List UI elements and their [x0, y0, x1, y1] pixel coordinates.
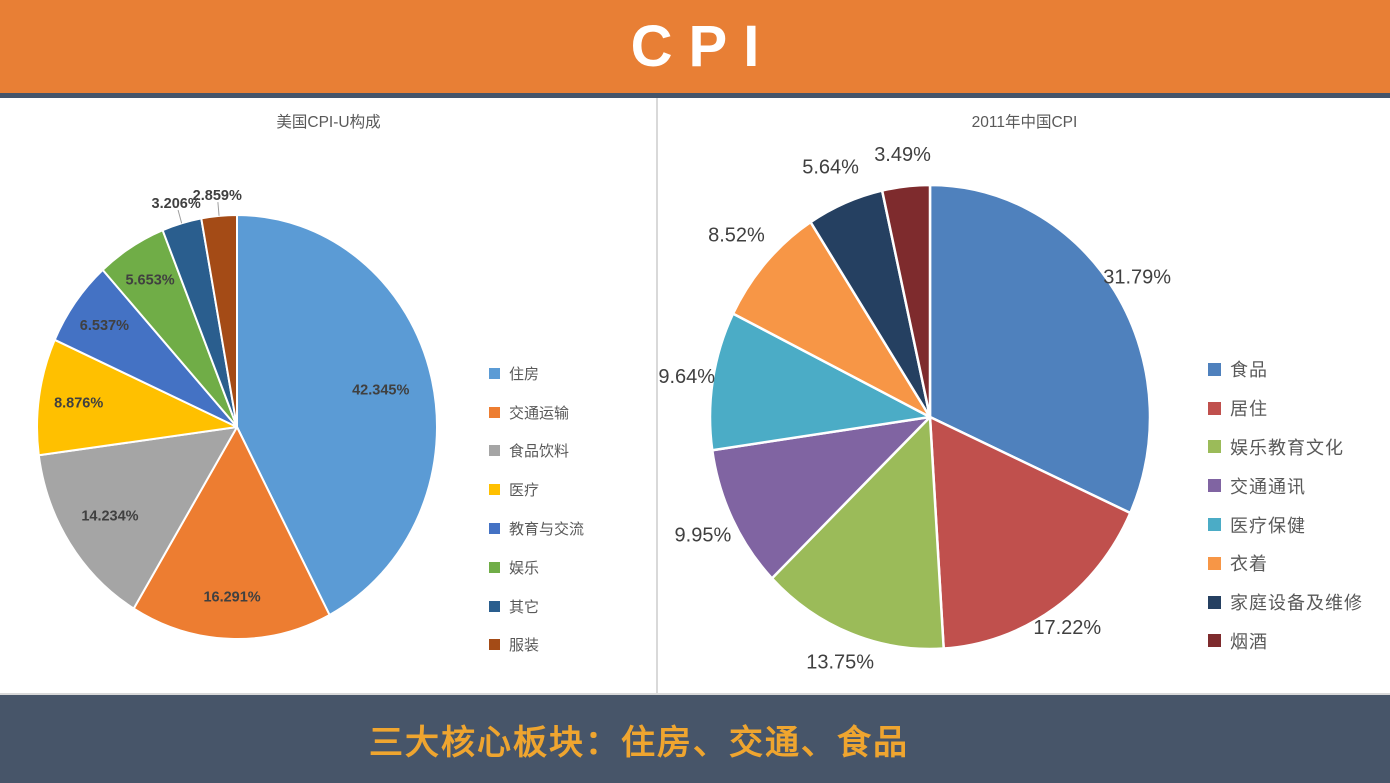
pie-data-label: 2.859% [193, 188, 242, 204]
legend-label: 服装 [509, 637, 540, 655]
footer-text: 三大核心板块：住房、交通、食品 [369, 724, 909, 762]
charts-area: 美国CPI-U构成 42.345% 16.291% 14.234% 8.876% 6.5… [0, 98, 1390, 693]
pie-data-label: 3.49% [874, 144, 931, 166]
legend-item: 食品 [1208, 350, 1363, 389]
legend-item: 交通运输 [489, 393, 584, 432]
legend-color-swatch [489, 367, 500, 379]
legend-color-swatch [489, 406, 500, 418]
legend-label: 烟酒 [1230, 631, 1268, 652]
legend-label: 教育与交流 [509, 521, 585, 539]
legend-item: 娱乐教育文化 [1208, 428, 1363, 467]
legend-item: 娱乐 [489, 548, 584, 587]
legend-label: 医疗保健 [1230, 515, 1306, 536]
legend-color-swatch [489, 639, 500, 651]
legend-item: 交通通讯 [1208, 466, 1363, 505]
pie-data-label: 17.22% [1033, 617, 1101, 639]
pie-slice [928, 183, 1152, 515]
pie-slice [236, 214, 438, 616]
pie-data-label: 14.234% [81, 509, 138, 525]
legend-item: 住房 [489, 354, 584, 393]
legend-color-swatch [489, 445, 500, 457]
pie-slice [708, 312, 932, 452]
label-leader-line [177, 209, 183, 224]
pie-data-label: 6.537% [80, 318, 129, 334]
legend-color-swatch [1208, 401, 1221, 415]
legend-color-swatch [1208, 479, 1221, 493]
legend-item: 衣着 [1208, 544, 1363, 583]
legend-label: 衣着 [1230, 554, 1268, 575]
page-title: CPI [630, 13, 776, 79]
pie-slice [770, 415, 945, 651]
pie-slice [928, 415, 1132, 650]
pie-data-label: 8.876% [54, 396, 103, 412]
panel-divider [656, 98, 658, 693]
legend-color-swatch [1208, 556, 1221, 570]
legend-color-swatch [489, 600, 500, 612]
legend-label: 居住 [1230, 399, 1268, 420]
us-cpi-pie-chart: 42.345% 16.291% 14.234% 8.876% 6.537% 5.653% 3… [36, 188, 438, 640]
legend-item: 教育与交流 [489, 509, 584, 548]
us-cpi-legend: 住房交通运输食品饮料医疗教育与交流娱乐其它服装 [489, 354, 584, 664]
pie-data-label: 3.206% [152, 196, 201, 212]
pie-slice [711, 415, 932, 580]
legend-label: 娱乐 [509, 559, 540, 577]
chart-title-china: 2011年中国CPI [971, 114, 1078, 131]
china-cpi-panel: 2011年中国CPI 31.79% 17.22% 13.75% 9.95% 9.64% 8… [659, 98, 1390, 693]
legend-color-swatch [1208, 634, 1221, 648]
legend-item: 医疗保健 [1208, 505, 1363, 544]
pie-slice [880, 183, 932, 419]
legend-label: 家庭设备及维修 [1230, 593, 1363, 614]
pie-slice [731, 220, 932, 419]
pie-data-label: 42.345% [352, 383, 409, 399]
legend-item: 医疗 [489, 470, 584, 509]
legend-item: 服装 [489, 626, 584, 665]
legend-item: 家庭设备及维修 [1208, 583, 1363, 622]
us-cpi-panel: 美国CPI-U构成 42.345% 16.291% 14.234% 8.876% 6.5… [0, 98, 657, 693]
legend-color-swatch [1208, 440, 1221, 454]
pie-slice [37, 426, 238, 610]
legend-label: 医疗 [509, 482, 540, 500]
pie-data-label: 5.653% [125, 273, 174, 289]
pie-data-label: 9.95% [675, 525, 732, 547]
footer-banner: 三大核心板块：住房、交通、食品 [0, 695, 1390, 783]
legend-color-swatch [1208, 362, 1221, 376]
legend-label: 娱乐教育文化 [1230, 437, 1344, 458]
pie-slice [132, 426, 331, 640]
pie-data-label: 16.291% [203, 590, 260, 606]
pie-slice [36, 338, 238, 457]
legend-label: 食品 [1230, 360, 1268, 381]
legend-item: 烟酒 [1208, 622, 1363, 661]
legend-label: 住房 [509, 365, 540, 383]
label-leader-line [217, 202, 220, 216]
pie-data-label: 5.64% [802, 157, 859, 179]
legend-label: 交通通讯 [1230, 476, 1306, 497]
legend-color-swatch [489, 561, 500, 573]
china-cpi-pie-chart: 31.79% 17.22% 13.75% 9.95% 9.64% 8.52% 5.64% 3.… [659, 144, 1171, 673]
pie-data-label: 31.79% [1103, 266, 1171, 288]
legend-color-swatch [1208, 595, 1221, 609]
title-banner: CPI [0, 0, 1390, 93]
banner-underline [0, 93, 1390, 98]
pie-data-label: 9.64% [659, 366, 715, 388]
chart-title-us: 美国CPI-U构成 [276, 114, 381, 131]
china-cpi-legend: 食品居住娱乐教育文化 交通通讯医疗保健衣着家庭设备及维修 烟酒 [1208, 350, 1363, 660]
legend-color-swatch [1208, 518, 1221, 532]
footer-hairline [0, 693, 1390, 695]
legend-color-swatch [489, 484, 500, 496]
legend-label: 交通运输 [509, 404, 570, 422]
legend-item: 其它 [489, 587, 584, 626]
pie-data-label: 8.52% [708, 225, 765, 247]
legend-color-swatch [489, 523, 500, 535]
pie-data-label: 13.75% [806, 651, 874, 673]
legend-label: 食品饮料 [509, 443, 570, 461]
legend-item: 居住 [1208, 389, 1363, 428]
legend-label: 其它 [509, 598, 540, 616]
legend-item: 食品饮料 [489, 432, 584, 471]
